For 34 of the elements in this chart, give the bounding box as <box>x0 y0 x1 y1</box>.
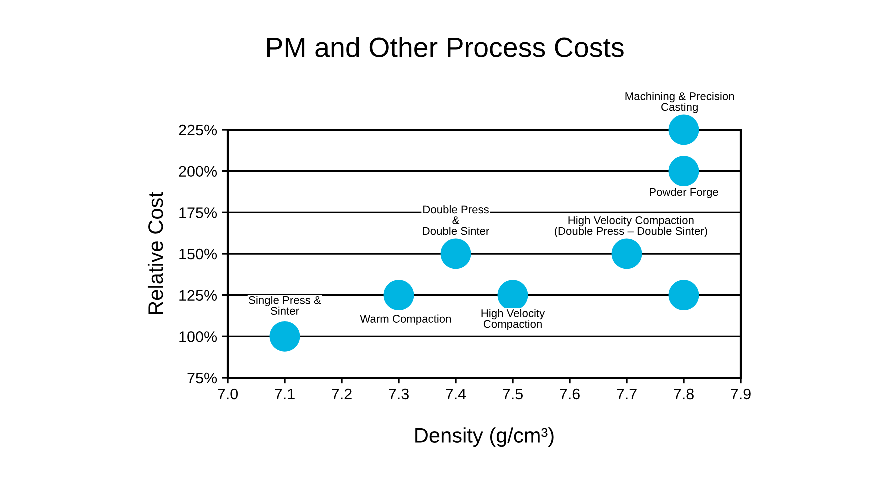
annotation: Warm Compaction <box>360 314 452 326</box>
chart-title: PM and Other Process Costs <box>267 37 624 58</box>
y-tick-label: 175% <box>180 208 218 218</box>
y-tick-label: 75% <box>188 372 218 384</box>
annotation: Double Press & Double Sinter <box>423 205 490 236</box>
x-axis-title: Density (g/cm³) <box>416 428 554 448</box>
y-tick-label: 100% <box>180 332 218 342</box>
x-tick-label: 7.9 <box>731 388 751 400</box>
x-tick-label: 7.1 <box>275 388 295 400</box>
x-tick-label: 7.8 <box>674 388 694 400</box>
x-tick-label: 7.0 <box>218 388 238 400</box>
point <box>668 280 700 311</box>
point <box>384 280 414 311</box>
x-tick-label: 7.2 <box>332 388 352 400</box>
x-tick-label: 7.5 <box>503 388 523 400</box>
y-axis-title: Relative Cost <box>148 192 164 314</box>
point <box>440 238 472 270</box>
x-tick-label: 7.7 <box>617 388 637 400</box>
y-tick-label: 150% <box>180 248 218 260</box>
x-tick-label: 7.3 <box>389 388 409 400</box>
annotation: Machining & Precision Casting <box>626 92 734 114</box>
annotation: Single Press & Sinter <box>249 296 322 316</box>
x-tick-label: 7.6 <box>560 388 580 400</box>
y-tick-label: 200% <box>179 166 218 178</box>
x-tick-label: 7.4 <box>446 388 466 400</box>
point <box>668 156 700 187</box>
y-tick-label: 125% <box>180 290 218 302</box>
point <box>270 321 300 352</box>
annotation: Powder Forge <box>650 188 718 198</box>
point <box>612 238 642 270</box>
point <box>668 114 700 146</box>
annotation: High Velocity Compaction (Double Press – Double Sinter) <box>554 216 708 238</box>
annotation: High Velocity Compaction <box>482 309 546 330</box>
y-tick-label: 225% <box>179 124 218 136</box>
